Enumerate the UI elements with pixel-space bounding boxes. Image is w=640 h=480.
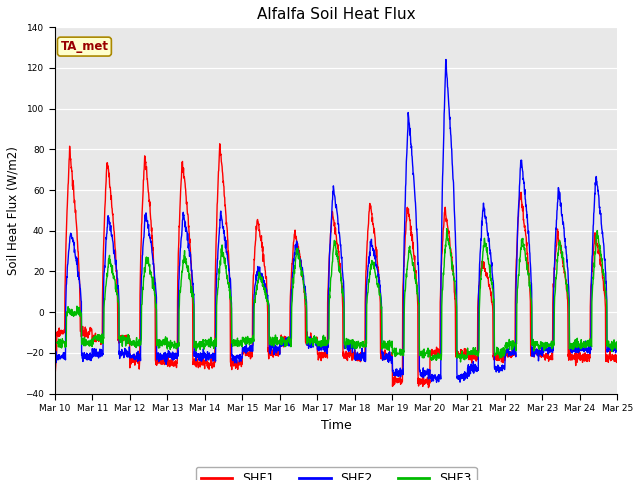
- SHF3: [614, 339, 621, 345]
- SHF3: [365, 278, 372, 284]
- SHF3: [564, 294, 572, 300]
- Y-axis label: Soil Heat Flux (W/m2): Soil Heat Flux (W/m2): [7, 146, 20, 275]
- SHF1: [216, 141, 223, 147]
- SHF3: [457, 359, 465, 365]
- SHF1: [500, 358, 508, 363]
- X-axis label: Time: Time: [321, 419, 351, 432]
- SHF1: [365, 213, 372, 218]
- SHF2: [51, 354, 59, 360]
- SHF3: [443, 226, 451, 231]
- SHF1: [425, 385, 433, 391]
- SHF3: [500, 353, 508, 359]
- SHF3: [353, 340, 360, 346]
- SHF2: [442, 57, 450, 62]
- SHF2: [500, 363, 508, 369]
- SHF1: [208, 356, 216, 361]
- SHF2: [580, 345, 588, 351]
- Line: SHF1: SHF1: [55, 144, 618, 388]
- Line: SHF2: SHF2: [55, 60, 618, 382]
- SHF1: [564, 354, 572, 360]
- SHF3: [208, 341, 216, 347]
- SHF1: [353, 353, 360, 359]
- SHF1: [580, 354, 588, 360]
- SHF1: [51, 376, 59, 382]
- SHF2: [365, 258, 372, 264]
- Text: TA_met: TA_met: [60, 40, 108, 53]
- SHF3: [580, 338, 588, 344]
- SHF1: [614, 352, 621, 358]
- Title: Alfalfa Soil Heat Flux: Alfalfa Soil Heat Flux: [257, 7, 415, 22]
- SHF2: [353, 353, 360, 359]
- Line: SHF3: SHF3: [55, 228, 618, 362]
- SHF3: [51, 340, 59, 346]
- Legend: SHF1, SHF2, SHF3: SHF1, SHF2, SHF3: [196, 467, 477, 480]
- SHF2: [564, 274, 572, 280]
- SHF2: [433, 379, 440, 385]
- SHF2: [614, 347, 621, 353]
- SHF2: [208, 355, 216, 360]
